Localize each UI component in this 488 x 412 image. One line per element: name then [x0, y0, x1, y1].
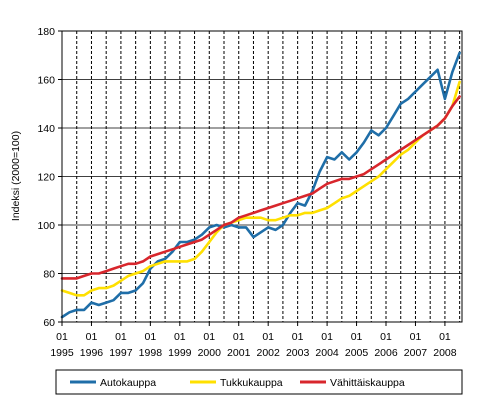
x-tick-year: 2008: [433, 347, 457, 359]
series-line-autokauppa: [60, 51, 461, 319]
x-tick-year: 2004: [315, 347, 339, 359]
x-tick-year: 2006: [374, 347, 398, 359]
x-tick-year: 2000: [198, 347, 222, 359]
x-tick-year: 2003: [286, 347, 310, 359]
x-tick-month: 01: [203, 331, 215, 343]
x-tick-month: 01: [145, 331, 157, 343]
legend-label: Vähittäiskauppa: [330, 377, 405, 389]
x-tick-month: 01: [439, 331, 451, 343]
x-tick-year: 1999: [168, 347, 192, 359]
x-tick-year: 2005: [345, 347, 369, 359]
x-tick-year: 1998: [139, 347, 163, 359]
legend-label: Autokauppa: [100, 377, 156, 389]
y-tick-labels: 60 80 100 120 140 160 180: [37, 26, 62, 329]
x-tick-year: 2001: [227, 347, 251, 359]
horizontal-gridlines: [62, 30, 462, 323]
y-tick-label: 180: [37, 26, 55, 38]
x-tick-month: 01: [56, 331, 68, 343]
x-tick-month: 01: [115, 331, 127, 343]
x-tick-month: 01: [380, 331, 392, 343]
y-tick-label: 160: [37, 75, 55, 87]
y-tick-label: 140: [37, 123, 55, 135]
x-tick-year: 2007: [404, 347, 428, 359]
y-tick-label: 100: [37, 220, 55, 232]
y-tick-label: 80: [43, 269, 55, 281]
x-tick-month: 01: [351, 331, 363, 343]
x-tick-month: 01: [262, 331, 274, 343]
x-tick-labels: 01 1995 01 1996 01 1997 01 1998 01 1999 01 2000 01 20…: [50, 322, 457, 359]
legend-label: Tukkukauppa: [220, 377, 283, 389]
y-tick-label: 60: [43, 317, 55, 329]
x-tick-year: 1997: [109, 347, 133, 359]
x-tick-month: 01: [292, 331, 304, 343]
x-tick-year: 1996: [80, 347, 104, 359]
series-line-vähittäiskauppa: [60, 95, 461, 280]
x-tick-year: 1995: [50, 347, 74, 359]
series-layer: [60, 51, 461, 319]
series-line-tukkukauppa: [60, 80, 461, 297]
y-tick-label: 120: [37, 172, 55, 184]
x-tick-month: 01: [321, 331, 333, 343]
x-tick-month: 01: [86, 331, 98, 343]
x-tick-month: 01: [233, 331, 245, 343]
legend: Autokauppa Tukkukauppa Vähittäiskauppa: [55, 369, 463, 395]
y-axis-label: Indeksi (2000=100): [10, 131, 22, 221]
legend-box: [55, 369, 463, 395]
x-tick-month: 01: [410, 331, 422, 343]
x-tick-month: 01: [174, 331, 186, 343]
x-tick-year: 2002: [257, 347, 281, 359]
